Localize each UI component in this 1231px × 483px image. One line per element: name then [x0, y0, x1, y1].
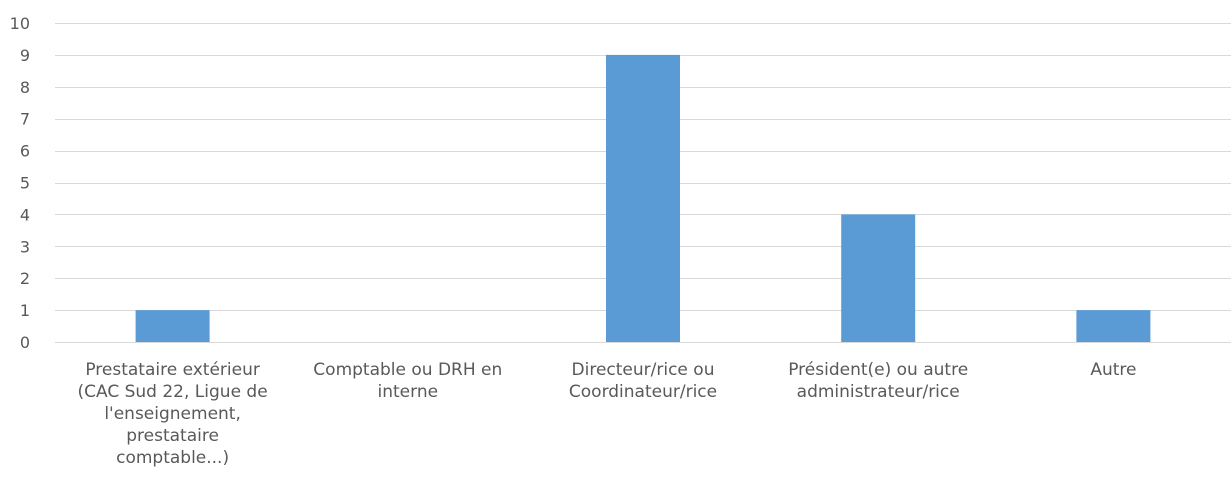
- x-category-label-line: Prestataire extérieur: [85, 360, 260, 380]
- y-tick-label: 6: [20, 142, 30, 161]
- y-tick-label: 8: [20, 78, 30, 97]
- y-tick-label: 4: [20, 205, 30, 224]
- x-category-label: Président(e) ou autre administrateur/rice: [788, 360, 968, 402]
- bar: [1076, 310, 1151, 342]
- x-category-label-line: interne: [378, 382, 439, 402]
- y-tick-label: 3: [20, 237, 30, 256]
- x-axis-category-labels: Prestataire extérieur (CAC Sud 22, Ligue …: [78, 360, 1137, 468]
- y-tick-label: 7: [20, 110, 30, 129]
- y-tick-label: 1: [20, 301, 30, 320]
- x-category-label: Directeur/rice ou Coordinateur/rice: [569, 360, 717, 402]
- x-category-label-line: Comptable ou DRH en: [313, 360, 502, 380]
- x-category-label-line: Directeur/rice ou: [572, 360, 715, 380]
- x-category-label-line: l'enseignement,: [104, 404, 241, 424]
- y-tick-label: 0: [20, 333, 30, 352]
- x-category-label-line: Président(e) ou autre: [788, 360, 968, 380]
- x-category-label-line: prestataire: [126, 426, 219, 446]
- bars: [135, 54, 1151, 343]
- x-category-label-line: administrateur/rice: [797, 382, 960, 402]
- bar: [841, 214, 916, 342]
- y-tick-label: 9: [20, 46, 30, 65]
- x-category-label: Prestataire extérieur (CAC Sud 22, Ligue …: [78, 360, 268, 468]
- y-tick-label: 10: [10, 14, 30, 33]
- x-category-label-line: Coordinateur/rice: [569, 382, 717, 402]
- x-category-label-line: comptable...): [116, 448, 229, 468]
- x-category-label-line: (CAC Sud 22, Ligue de: [78, 382, 268, 402]
- y-tick-label: 5: [20, 174, 30, 193]
- y-axis-tick-labels: 0 1 2 3 4 5 6 7 8 9 10: [10, 14, 30, 352]
- x-category-label-line: Autre: [1090, 360, 1136, 380]
- x-category-label: Autre: [1090, 360, 1136, 380]
- bar: [135, 310, 210, 342]
- x-category-label: Comptable ou DRH en interne: [313, 360, 502, 402]
- y-tick-label: 2: [20, 269, 30, 288]
- bar: [606, 54, 680, 343]
